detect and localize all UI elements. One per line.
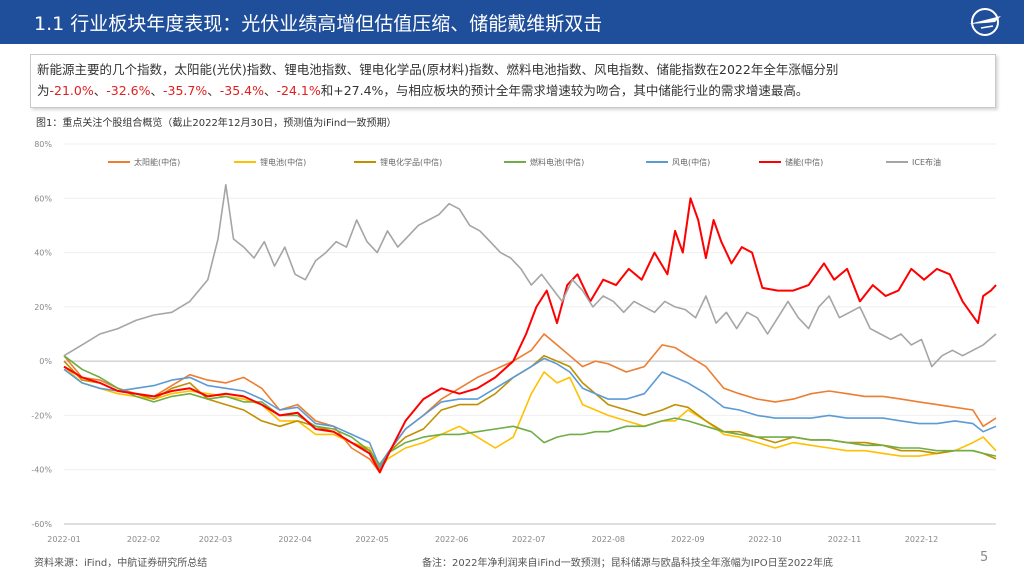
- lithium-chem-change: -35.7%: [163, 83, 208, 98]
- x-tick-label: 2022-01: [47, 535, 80, 544]
- avic-logo-icon: [969, 8, 1001, 36]
- legend-label: 储能(中信): [785, 157, 823, 167]
- x-tick-label: 2022-03: [199, 535, 232, 544]
- series-line: [63, 333, 997, 474]
- legend-label: 风电(中信): [672, 157, 710, 167]
- y-tick-label: -20%: [31, 411, 52, 420]
- x-tick-label: 2022-09: [671, 535, 704, 544]
- summary-line1: 新能源主要的几个指数，太阳能(光伏)指数、锂电池指数、锂电化学品(原材料)指数、…: [37, 62, 839, 77]
- series-line: [63, 357, 997, 468]
- y-tick-label: -40%: [31, 466, 52, 475]
- line-chart: 80% 60% 40% 20% 0% -20% -40% -60% 2022-01 2022-02…: [31, 140, 997, 544]
- x-tick-label: 2022-02: [127, 535, 160, 544]
- wind-change: -24.1%: [276, 83, 321, 98]
- separator: 、: [150, 83, 164, 98]
- lithium-battery-change: -32.6%: [106, 83, 151, 98]
- figure-caption: 图1：重点关注个股组合概览（截止2022年12月30日，预测值为iFind一致预…: [36, 118, 397, 129]
- summary-tail: 和+27.4%，与相应板块的预计全年需求增速较为吻合，其中储能行业的需求增速最高…: [320, 83, 809, 98]
- summary-prefix: 为: [37, 83, 50, 98]
- legend-label: ICE布油: [912, 157, 941, 167]
- x-tick-label: 2022-05: [355, 535, 388, 544]
- x-tick-label: 2022-07: [512, 535, 545, 544]
- summary-text: 新能源主要的几个指数，太阳能(光伏)指数、锂电池指数、锂电化学品(原材料)指数、…: [31, 55, 995, 105]
- y-tick-label: 80%: [34, 140, 52, 149]
- x-tick-label: 2022-10: [748, 535, 781, 544]
- legend-label: 太阳能(中信): [134, 157, 180, 167]
- legend-label: 锂电池(中信): [260, 157, 306, 167]
- y-tick-label: 40%: [34, 249, 52, 258]
- series-line: [63, 354, 997, 471]
- solar-change: -21.0%: [49, 83, 94, 98]
- x-tick-label: 2022-04: [278, 535, 311, 544]
- summary-box: 新能源主要的几个指数，太阳能(光伏)指数、锂电池指数、锂电化学品(原材料)指数、…: [30, 54, 996, 108]
- x-tick-label: 2022-12: [905, 535, 938, 544]
- y-tick-label: 20%: [34, 303, 52, 312]
- x-tick-label: 2022-11: [828, 535, 861, 544]
- source-note: 资料来源：iFind，中航证券研究所总结: [34, 558, 208, 569]
- y-tick-label: -60%: [31, 520, 52, 529]
- separator: 、: [207, 83, 220, 98]
- x-tick-label: 2022-08: [592, 535, 625, 544]
- series-line: [63, 366, 997, 471]
- remark-note: 备注：2022年净利润来自iFind一致预测；昆科储源与欧晶科技全年涨幅为IPO…: [422, 558, 834, 569]
- x-tick-label: 2022-06: [435, 535, 468, 544]
- header-bar: 1.1 行业板块年度表现：光伏业绩高增但估值压缩、储能戴维斯双击: [0, 0, 1024, 44]
- fuel-cell-change: -35.4%: [219, 83, 264, 98]
- series-line: [63, 183, 997, 368]
- series-line: [63, 355, 997, 466]
- y-tick-label: 60%: [34, 194, 52, 203]
- separator: 、: [264, 83, 277, 98]
- legend-label: 燃料电池(中信): [530, 157, 584, 167]
- y-tick-label: 0%: [39, 357, 52, 366]
- legend-label: 锂电化学品(中信): [380, 157, 442, 167]
- page-title: 1.1 行业板块年度表现：光伏业绩高增但估值压缩、储能戴维斯双击: [34, 13, 603, 35]
- separator: 、: [93, 83, 107, 98]
- page-number: 5: [980, 550, 989, 565]
- series-line: [63, 197, 997, 474]
